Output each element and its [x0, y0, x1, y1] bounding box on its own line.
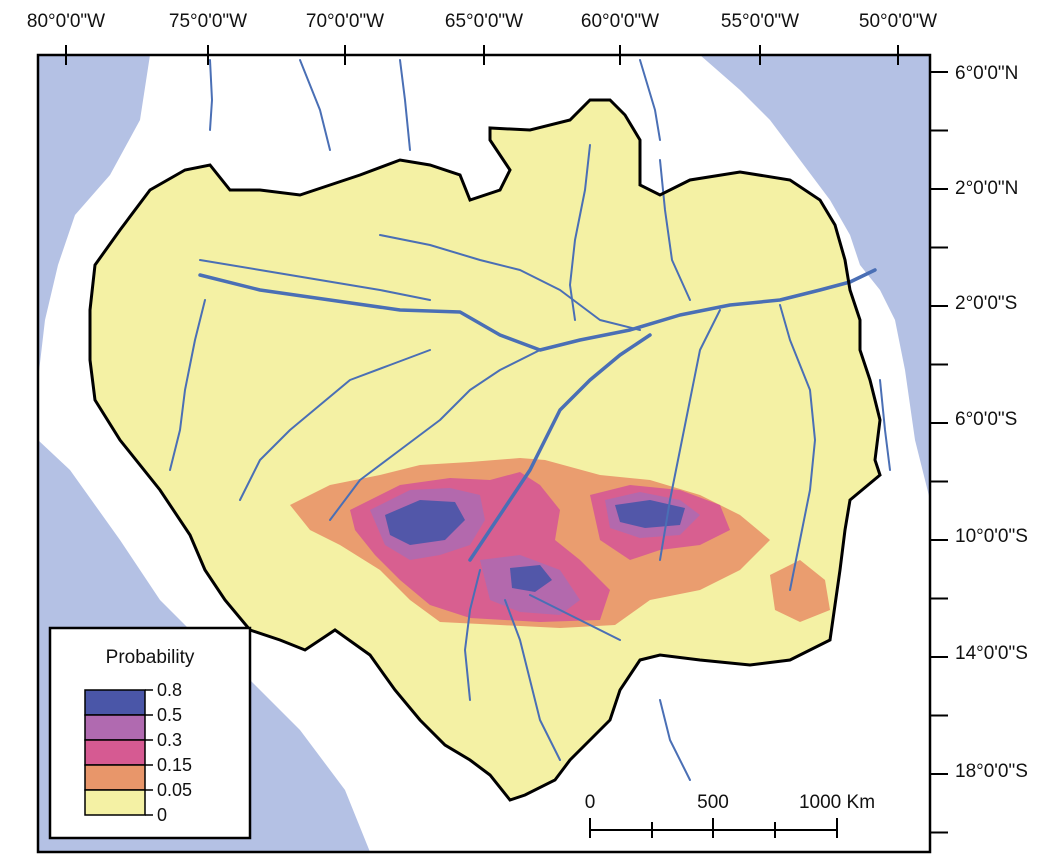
scale-label-0: 0 [585, 792, 596, 813]
outer-river-south [659, 699, 691, 781]
beni-river [464, 569, 481, 701]
top-axis-label: 55°0'0"W [721, 11, 799, 32]
legend: Probability 0.8 0.5 0.3 0.15 0.05 0 [48, 626, 252, 840]
scale-label-500: 500 [697, 792, 729, 813]
ucayali-river [169, 299, 206, 471]
amazon-river [198, 268, 877, 352]
probability-area-0.15-east [770, 560, 830, 622]
probability-area-0.8 [385, 500, 465, 545]
legend-label: 0.3 [157, 730, 182, 750]
scale-bar: 0 500 1000 Km [585, 792, 875, 838]
right-axis-label: 18°0'0"S [955, 761, 1028, 782]
jurua-river [239, 349, 431, 501]
xingu-river [779, 304, 816, 591]
pacific-ocean [38, 55, 150, 380]
mamore-river [504, 599, 561, 761]
negro-river [379, 234, 641, 331]
tapajos-river [659, 309, 721, 561]
japura-river [199, 259, 431, 301]
right-axis-label: 2°0'0"S [955, 293, 1017, 314]
legend-label: 0.5 [157, 705, 182, 725]
right-axis: 6°0'0"N 2°0'0"N 2°0'0"S 6°0'0"S 10°0'0"S 14°0… [930, 63, 1028, 834]
legend-label: 0.8 [157, 680, 182, 700]
outer-river-north-3 [399, 59, 411, 151]
outer-river-north-2 [299, 59, 331, 151]
outer-river-north-4 [639, 59, 661, 141]
outer-river-east [879, 379, 891, 471]
top-axis-label: 65°0'0"W [445, 11, 523, 32]
probability-area-0.8-mid [510, 565, 552, 592]
rivers [169, 59, 891, 781]
top-axis-label: 60°0'0"W [581, 11, 659, 32]
right-axis-label: 14°0'0"S [955, 643, 1028, 664]
legend-title: Probability [106, 647, 195, 668]
top-axis-label: 75°0'0"W [169, 11, 247, 32]
legend-swatch [84, 764, 146, 791]
right-axis-label: 10°0'0"S [955, 526, 1028, 547]
right-axis-label: 2°0'0"N [955, 178, 1018, 199]
top-axis: 80°0'0"W 75°0'0"W 70°0'0"W 65°0'0"W 60°0'0"W… [27, 11, 937, 65]
top-axis-label: 70°0'0"W [306, 11, 384, 32]
guapore-river [529, 594, 621, 641]
right-axis-label: 6°0'0"N [955, 63, 1018, 84]
legend-label: 0.05 [157, 780, 192, 800]
top-axis-label: 80°0'0"W [27, 11, 105, 32]
purus-river [329, 349, 541, 521]
legend-swatch [84, 739, 146, 766]
madeira-river [468, 333, 652, 562]
top-axis-label: 50°0'0"W [859, 11, 937, 32]
legend-label: 0.15 [157, 755, 192, 775]
legend-label: 0 [157, 805, 167, 825]
branco-river [569, 144, 591, 321]
right-axis-label: 6°0'0"S [955, 409, 1017, 430]
legend-box [48, 626, 252, 840]
legend-swatch [84, 789, 146, 816]
legend-swatch [84, 689, 146, 716]
scale-label-1000: 1000 Km [799, 792, 875, 813]
basin-boundary [88, 98, 882, 802]
atlantic-ocean [700, 55, 930, 500]
trombetas-river [659, 159, 691, 301]
legend-swatch [84, 714, 146, 741]
probability-areas [290, 458, 830, 628]
outer-river-north-1 [209, 59, 213, 131]
